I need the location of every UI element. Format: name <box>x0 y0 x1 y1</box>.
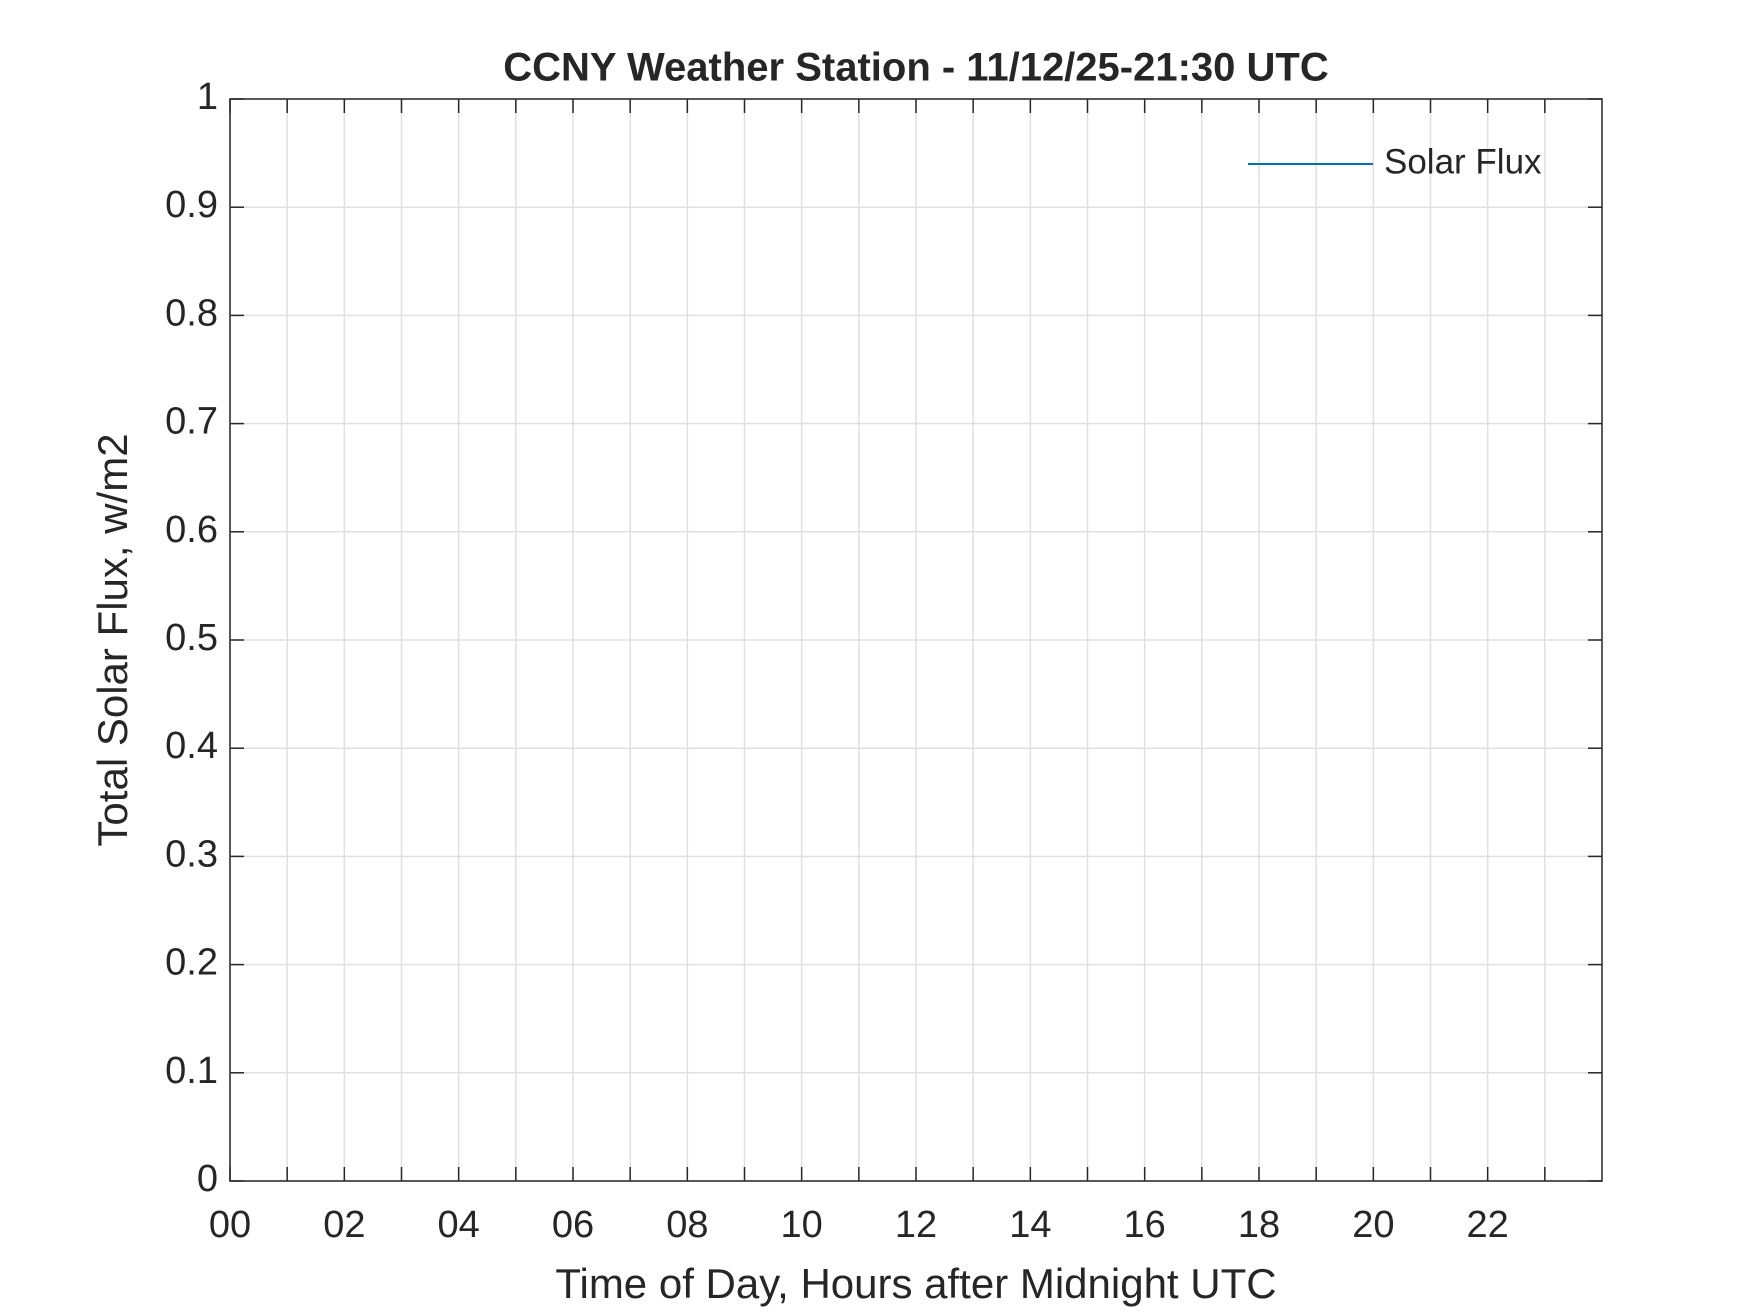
plot-frame <box>229 98 1603 1182</box>
x-tick-label: 06 <box>552 1204 594 1246</box>
x-tick-label: 08 <box>666 1204 708 1246</box>
y-tick-label: 1 <box>197 76 218 118</box>
y-tick-label: 0.4 <box>165 725 218 767</box>
x-tick-label: 00 <box>209 1204 251 1246</box>
y-tick-label: 0 <box>197 1158 218 1200</box>
legend-label: Solar Flux <box>1384 142 1542 181</box>
y-tick-label: 0.9 <box>165 184 218 226</box>
y-axis-label: Total Solar Flux, w/m2 <box>89 433 136 846</box>
x-axis-label: Time of Day, Hours after Midnight UTC <box>555 1260 1276 1307</box>
x-tick-label: 12 <box>895 1204 937 1246</box>
y-tick-label: 0.8 <box>165 292 218 334</box>
chart-title: CCNY Weather Station - 11/12/25-21:30 UT… <box>503 46 1328 90</box>
y-tick-label: 0.1 <box>165 1050 218 1092</box>
x-tick-label: 18 <box>1238 1204 1280 1246</box>
y-tick-label: 0.6 <box>165 509 218 551</box>
y-tick-label: 0.2 <box>165 942 218 984</box>
x-tick-label: 02 <box>323 1204 365 1246</box>
y-tick-label: 0.3 <box>165 833 218 875</box>
x-tick-label: 04 <box>438 1204 480 1246</box>
y-tick-label: 0.7 <box>165 401 218 443</box>
x-tick-label: 22 <box>1467 1204 1509 1246</box>
x-tick-label: 14 <box>1009 1204 1051 1246</box>
x-tick-label: 20 <box>1352 1204 1394 1246</box>
x-tick-label: 16 <box>1124 1204 1166 1246</box>
x-tick-label: 10 <box>781 1204 823 1246</box>
y-tick-label: 0.5 <box>165 617 218 659</box>
